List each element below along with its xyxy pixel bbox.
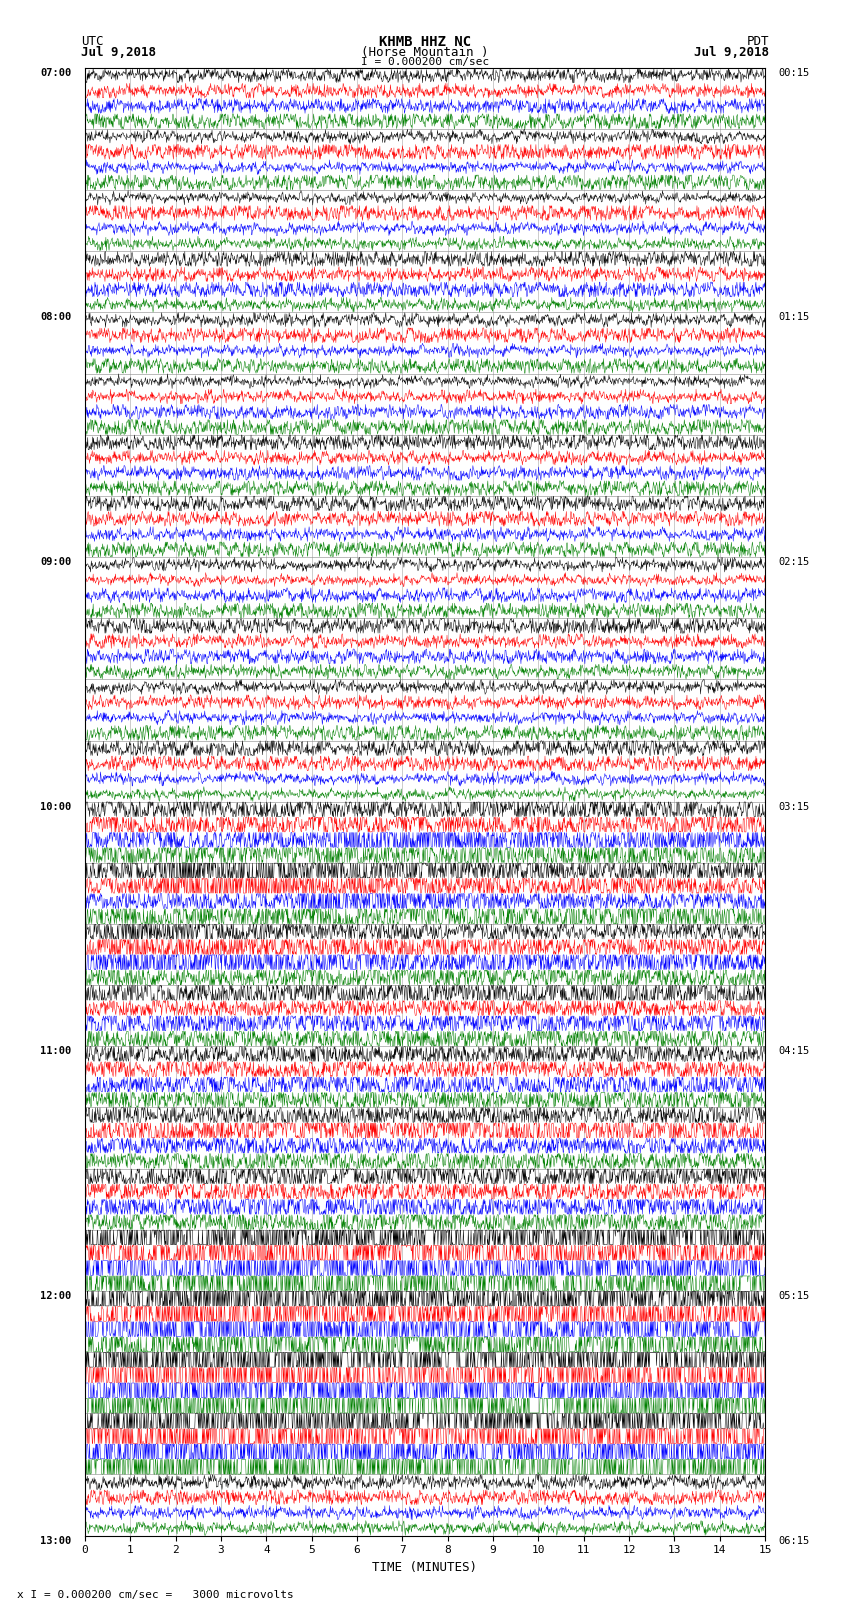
Text: 04:15: 04:15 xyxy=(779,1047,810,1057)
Text: 12:00: 12:00 xyxy=(40,1290,71,1302)
Text: Jul 9,2018: Jul 9,2018 xyxy=(81,45,156,60)
Text: 00:15: 00:15 xyxy=(779,68,810,77)
Text: 03:15: 03:15 xyxy=(779,802,810,811)
Text: 13:00: 13:00 xyxy=(40,1536,71,1545)
Text: 05:15: 05:15 xyxy=(779,1290,810,1302)
Text: 07:00: 07:00 xyxy=(40,68,71,77)
Text: (Horse Mountain ): (Horse Mountain ) xyxy=(361,45,489,60)
Text: UTC: UTC xyxy=(81,35,103,48)
Text: KHMB HHZ NC: KHMB HHZ NC xyxy=(379,35,471,48)
Text: 08:00: 08:00 xyxy=(40,313,71,323)
Text: 01:15: 01:15 xyxy=(779,313,810,323)
Text: 09:00: 09:00 xyxy=(40,556,71,568)
Text: 11:00: 11:00 xyxy=(40,1047,71,1057)
Text: 06:15: 06:15 xyxy=(779,1536,810,1545)
Text: 10:00: 10:00 xyxy=(40,802,71,811)
Text: Jul 9,2018: Jul 9,2018 xyxy=(694,45,769,60)
Text: 02:15: 02:15 xyxy=(779,556,810,568)
Text: I = 0.000200 cm/sec: I = 0.000200 cm/sec xyxy=(361,58,489,68)
Text: PDT: PDT xyxy=(747,35,769,48)
Text: x I = 0.000200 cm/sec =   3000 microvolts: x I = 0.000200 cm/sec = 3000 microvolts xyxy=(17,1590,294,1600)
X-axis label: TIME (MINUTES): TIME (MINUTES) xyxy=(372,1561,478,1574)
